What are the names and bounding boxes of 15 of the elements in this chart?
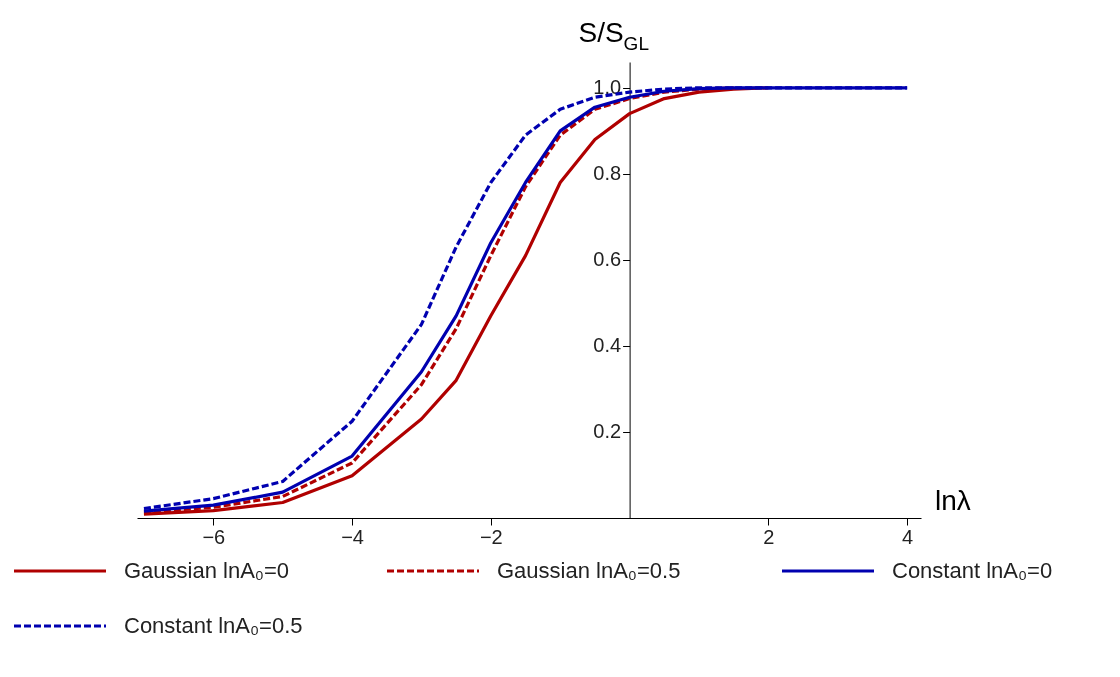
y-tick-label: 0.2 bbox=[593, 420, 622, 443]
y-tick-label: 0.8 bbox=[593, 162, 622, 185]
legend-label: Gaussian lnA₀=0.5 bbox=[497, 558, 681, 583]
x-tick-label: 2 bbox=[763, 525, 775, 548]
x-tick-label: −4 bbox=[341, 525, 364, 548]
legend-label: Constant lnA₀=0.5 bbox=[124, 613, 303, 638]
y-tick-label: 1.0 bbox=[593, 76, 622, 99]
x-tick-label: 4 bbox=[902, 525, 914, 548]
y-tick-label: 0.4 bbox=[593, 334, 622, 357]
x-axis-title: lnλ bbox=[935, 485, 971, 516]
legend-label: Constant lnA₀=0 bbox=[892, 558, 1053, 583]
x-tick-label: −2 bbox=[479, 525, 503, 548]
y-tick-label: 0.6 bbox=[593, 248, 622, 271]
legend-label: Gaussian lnA₀=0 bbox=[124, 558, 290, 583]
x-tick-label: −6 bbox=[202, 525, 226, 548]
